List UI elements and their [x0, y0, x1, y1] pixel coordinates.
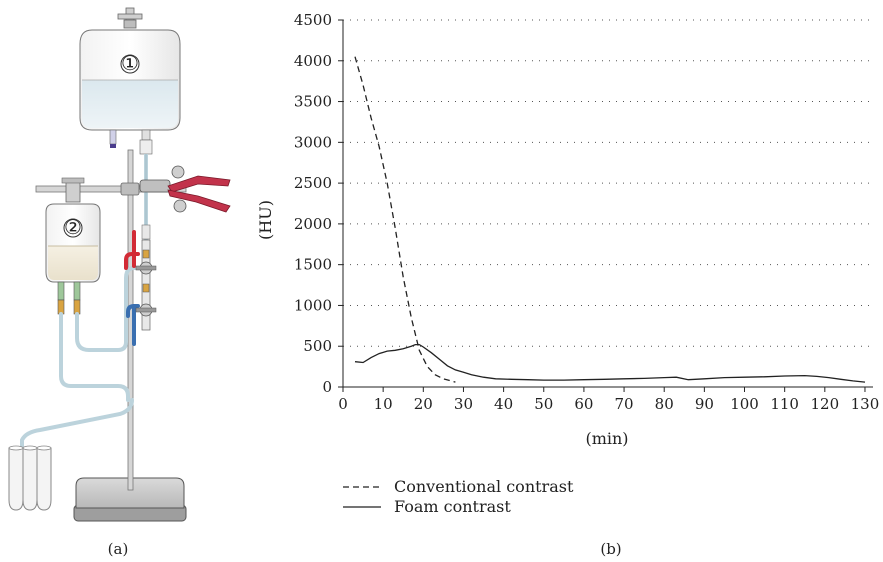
- y-tick-label: 0: [322, 378, 332, 396]
- stand-base: [73, 477, 187, 522]
- stopcock-valves: [135, 239, 157, 331]
- legend-label: Foam contrast: [394, 497, 511, 516]
- x-tick-label: 20: [414, 395, 433, 413]
- series-line-conventional-contrast: [354, 56, 456, 383]
- y-tick-label: 4000: [294, 52, 332, 70]
- x-tick-label: 100: [730, 395, 759, 413]
- x-tick-label: 80: [655, 395, 674, 413]
- y-tick-label: 1000: [294, 296, 332, 314]
- x-tick-label: 130: [851, 395, 880, 413]
- y-tick-label: 500: [303, 337, 332, 355]
- chart-series: [354, 56, 866, 383]
- panel-b-label: (b): [600, 540, 621, 558]
- bag-2: ②: [45, 177, 101, 315]
- y-tick-label: 3500: [294, 93, 332, 111]
- hanger-clamp: [117, 7, 143, 29]
- x-tick-label: 90: [695, 395, 714, 413]
- y-axis-label: (HU): [256, 200, 275, 240]
- panel-a-label: (a): [108, 540, 129, 558]
- chart-axes: [338, 19, 873, 392]
- apparatus-illustration: ① ②: [8, 7, 231, 558]
- y-tick-labels: 0 500 1000 1500 2000 2500 3000 3500 4000 4500: [294, 11, 332, 396]
- x-tick-label: 40: [494, 395, 513, 413]
- test-tubes: [8, 445, 52, 511]
- x-tick-label: 30: [454, 395, 473, 413]
- x-tick-labels: 0 10 20 30 40 50 60 70 80 90 100 110 120 130: [338, 395, 879, 413]
- bag-1: ①: [79, 29, 181, 240]
- legend-label: Conventional contrast: [394, 477, 574, 496]
- x-tick-label: 60: [574, 395, 593, 413]
- y-tick-label: 3000: [294, 133, 332, 151]
- bag-2-label: ②: [64, 215, 82, 239]
- x-tick-label: 50: [534, 395, 553, 413]
- y-tick-label: 2500: [294, 174, 332, 192]
- y-tick-label: 2000: [294, 215, 332, 233]
- x-tick-label: 0: [338, 395, 348, 413]
- bag-1-label: ①: [121, 51, 139, 75]
- tubing: [20, 230, 144, 450]
- series-line-foam-contrast: [354, 343, 866, 383]
- x-axis-label: (min): [585, 429, 628, 448]
- y-tick-label: 1500: [294, 256, 332, 274]
- tube-clamp: [139, 165, 231, 213]
- x-tick-label: 70: [615, 395, 634, 413]
- line-chart: 0 500 1000 1500 2000 2500 3000 3500 4000 4500 0 10…: [256, 11, 879, 558]
- x-tick-label: 110: [770, 395, 799, 413]
- x-tick-label: 10: [374, 395, 393, 413]
- x-tick-label: 120: [810, 395, 839, 413]
- horizontal-bar: [35, 185, 187, 193]
- y-tick-label: 4500: [294, 11, 332, 29]
- chart-grid: [343, 19, 873, 347]
